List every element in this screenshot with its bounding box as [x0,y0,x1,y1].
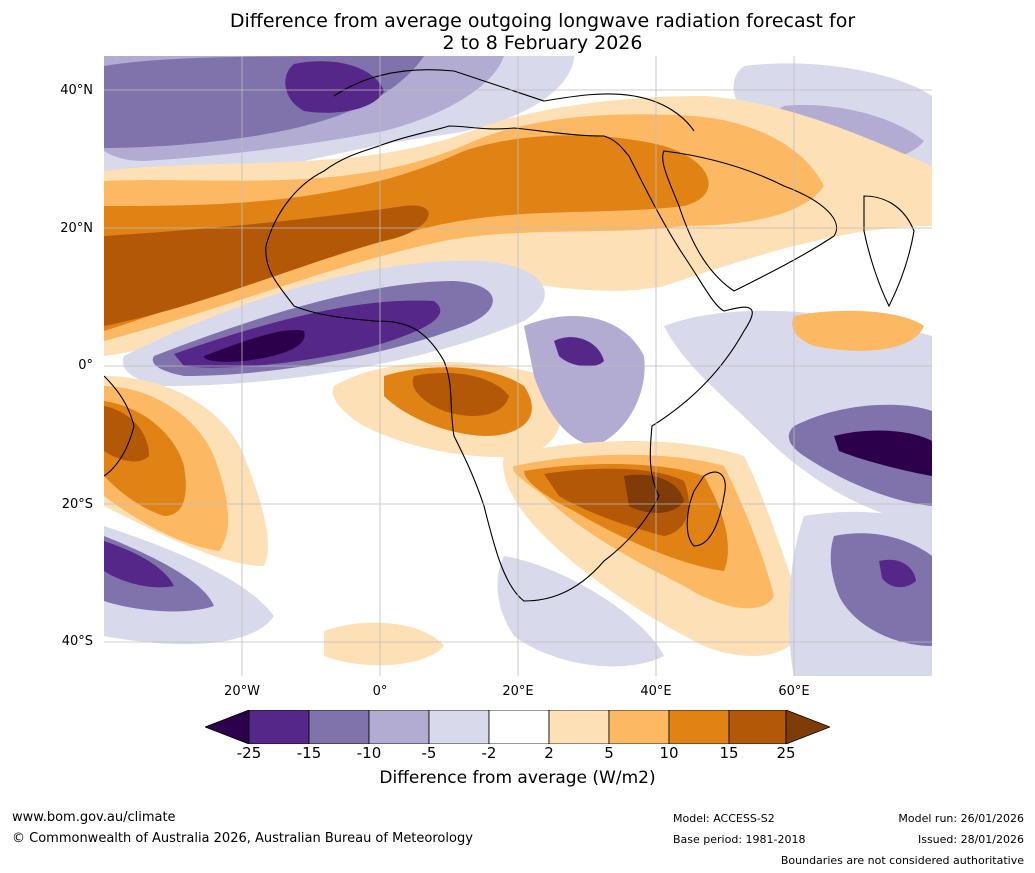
website-link[interactable]: www.bom.gov.au/climate [12,810,176,825]
colorbar-segment-0 [205,710,250,744]
model-name: Model: ACCESS-S2 [673,812,775,825]
colorbar-tick-0: -25 [236,744,262,762]
colorbar-segment-4 [428,710,490,744]
anomaly-equatorial-purple-darkest [204,330,305,362]
colorbar [205,710,830,744]
lat-label-40s: 40°S [61,634,93,649]
anomaly-south-purple-light [497,556,664,667]
anomaly-se-purple [830,533,932,646]
colorbar-segment-9 [728,710,787,744]
colorbar-segment-3 [368,710,430,744]
anomaly-congo-brown [412,372,509,416]
colorbar-segment-6 [548,710,610,744]
title-line-1: Difference from average outgoing longwav… [229,10,856,32]
colorbar-tick-8: 15 [719,744,739,762]
colorbar-tick-5: 2 [544,744,554,762]
colorbar-tick-1: -15 [296,744,322,762]
colorbar-tick-6: 5 [604,744,614,762]
title-line-2: 2 to 8 February 2026 [442,32,643,54]
lat-label-20n: 20°N [60,221,93,236]
anomaly-sw-purple-dark [104,541,174,588]
colorbar-tick-9: 25 [776,744,796,762]
graticule [104,56,932,676]
colorbar-tick-7: 10 [659,744,679,762]
colorbar-segment-1 [248,710,310,744]
lat-label-40n: 40°N [60,83,93,98]
copyright-text: © Commonwealth of Australia 2026, Austra… [12,831,473,846]
colorbar-segment-8 [668,710,730,744]
anomaly-sahara-brown [104,205,429,326]
colorbar-label: Difference from average (W/m2) [379,768,656,788]
lon-label-0: 0° [372,684,388,699]
colorbar-segment-5 [488,710,550,744]
anomaly-nw-purple-dark [285,61,384,113]
colorbar-segment-7 [608,710,670,744]
issued-date: Issued: 28/01/2026 [917,833,1024,846]
anomaly-eafrica-purple [524,316,645,446]
lon-label-20w: 20°W [224,684,260,699]
coastlines [104,69,915,602]
arabia-coastline [662,150,838,292]
colorbar-tick-4: -2 [481,744,497,762]
colorbar-segment-2 [308,710,370,744]
lon-label-40e: 40°E [640,684,672,699]
anomaly-sahara-dark-orange [104,135,709,331]
map-svg [104,56,932,676]
anomaly-eafrica-purple-dark [554,337,604,367]
chart-title: Difference from average outgoing longwav… [0,10,1035,54]
anomaly-satlantic-brown [104,406,149,462]
anomaly-se-purple-dark [879,559,916,588]
anomaly-indian-ocean-orange [792,310,924,351]
anomaly-safrica-darkest [624,474,684,513]
lon-label-60e: 60°E [778,684,810,699]
colorbar-tick-3: -5 [421,744,437,762]
anomaly-south-orange-blob [324,622,444,666]
olr-anomaly-map [104,56,932,676]
model-run-date: Model run: 26/01/2026 [898,812,1024,825]
india-coastline [863,195,915,308]
south-america-coastline [104,375,135,477]
colorbar-tick-2: -10 [356,744,382,762]
africa-coastline [265,125,753,602]
boundaries-disclaimer: Boundaries are not considered authoritat… [780,854,1024,867]
colorbar-segment-10 [785,710,830,744]
madagascar-coastline [686,471,726,547]
lat-label-20s: 20°S [61,497,93,512]
anomaly-indian-ocean-purple-dark [834,430,932,476]
europe-coastline [333,69,695,132]
base-period: Base period: 1981-2018 [673,833,806,846]
lon-label-20e: 20°E [502,684,534,699]
lat-label-0: 0° [78,358,93,373]
